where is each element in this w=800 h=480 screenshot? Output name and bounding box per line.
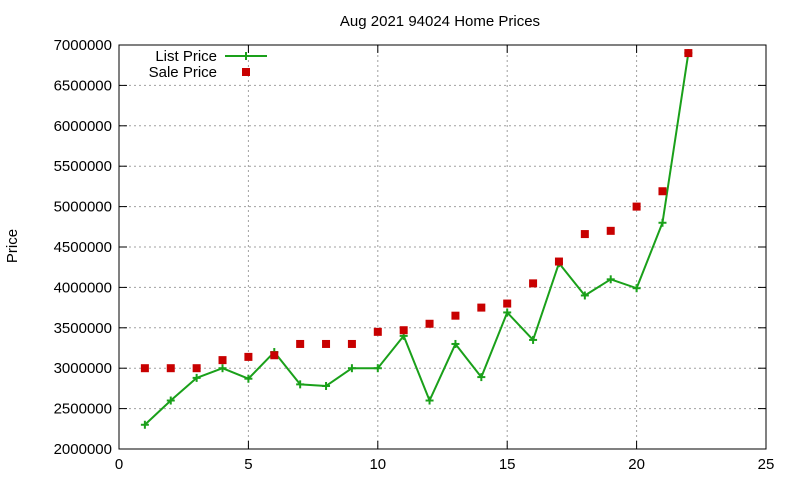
y-tick-label: 4000000: [54, 279, 112, 296]
sale-price-point: [658, 187, 667, 196]
list-price-point: [218, 364, 227, 373]
series-1: [140, 49, 693, 373]
legend-square-swatch: [242, 68, 250, 76]
list-price-point: [658, 218, 667, 227]
list-price-point: [580, 291, 589, 300]
sale-price-point: [373, 327, 382, 336]
list-price-point: [296, 380, 305, 389]
plot-series: [140, 49, 693, 429]
sale-price-point: [270, 351, 279, 360]
list-price-line: [144, 52, 690, 426]
x-tick-label: 10: [369, 456, 386, 473]
x-tick-label: 25: [758, 456, 775, 473]
list-price-point: [166, 396, 175, 405]
list-price-point: [451, 339, 460, 348]
y-tick-label: 2000000: [54, 441, 112, 458]
x-tick-label: 15: [499, 456, 516, 473]
chart-title: Aug 2021 94024 Home Prices: [340, 13, 540, 30]
sale-price-point: [399, 326, 408, 335]
list-price-point: [606, 275, 615, 284]
y-tick-label: 5000000: [54, 199, 112, 216]
sale-price-point: [244, 352, 253, 361]
list-price-point: [477, 373, 486, 382]
legend-label: List Price: [155, 48, 217, 65]
list-price-point: [322, 381, 331, 390]
list-price-point: [373, 364, 382, 373]
sale-price-point: [477, 303, 486, 312]
list-price-point: [425, 396, 434, 405]
sale-price-point: [296, 339, 305, 348]
sale-price-point: [684, 49, 693, 58]
sale-price-point: [166, 364, 175, 373]
list-price-point: [632, 284, 641, 293]
sale-price-point: [425, 319, 434, 328]
y-tick-label: 3000000: [54, 360, 112, 377]
sale-price-point: [218, 356, 227, 365]
sale-price-point: [503, 299, 512, 308]
sale-price-point: [192, 364, 201, 373]
y-tick-label: 3500000: [54, 320, 112, 337]
list-price-point: [347, 364, 356, 373]
list-price-point: [244, 374, 253, 383]
sale-price-point: [606, 226, 615, 235]
list-price-point: [503, 308, 512, 317]
list-price-point: [140, 420, 149, 429]
series-0: [140, 49, 693, 429]
plot-frame: [118, 44, 767, 450]
x-tick-label: 5: [244, 456, 252, 473]
y-tick-label: 6000000: [54, 118, 112, 135]
sale-price-point: [451, 311, 460, 320]
list-price-point: [192, 373, 201, 382]
legend-plus-swatch: [242, 52, 250, 60]
sale-price-point: [632, 202, 641, 211]
list-price-point: [529, 335, 538, 344]
legend-label: Sale Price: [149, 64, 217, 81]
y-tick-label: 7000000: [54, 37, 112, 54]
grid: [119, 45, 766, 449]
sale-price-point: [347, 339, 356, 348]
sale-price-point: [140, 364, 149, 373]
y-tick-label: 6500000: [54, 77, 112, 94]
y-tick-label: 5500000: [54, 158, 112, 175]
y-axis-label: Price: [4, 229, 21, 263]
sale-price-point: [554, 257, 563, 266]
sale-price-point: [529, 279, 538, 288]
sale-price-point: [322, 339, 331, 348]
axis-ticks: 2000000 2500000 3000000 3500000 4000000 45000…: [54, 37, 775, 473]
y-tick-label: 2500000: [54, 401, 112, 418]
x-tick-label: 0: [115, 456, 123, 473]
x-tick-label: 20: [628, 456, 645, 473]
sale-price-point: [580, 230, 589, 239]
y-tick-label: 4500000: [54, 239, 112, 256]
